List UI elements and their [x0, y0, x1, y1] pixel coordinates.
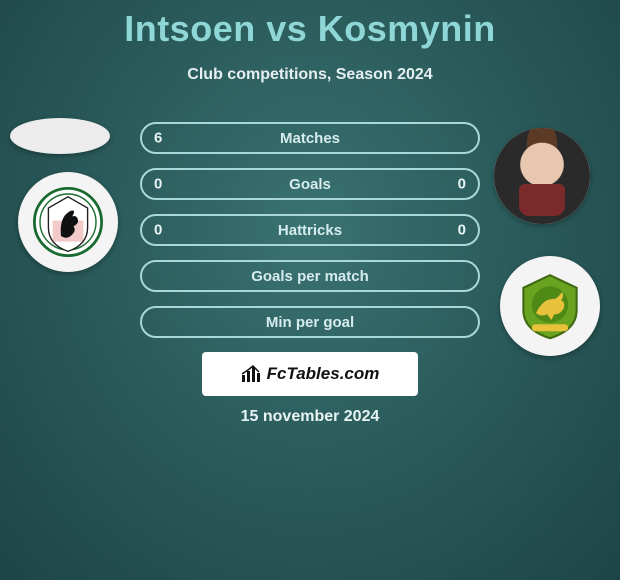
player-left-avatar — [10, 118, 110, 154]
page-subtitle: Club competitions, Season 2024 — [0, 66, 620, 84]
stat-right-value: 0 — [458, 222, 466, 239]
brand-text: FcTables.com — [267, 364, 380, 384]
brand-box: FcTables.com — [202, 352, 418, 396]
date-line: 15 november 2024 — [0, 408, 620, 426]
stat-left-value: 0 — [154, 176, 162, 193]
stat-left-value: 0 — [154, 222, 162, 239]
stat-label: Matches — [280, 130, 340, 147]
player-right-avatar — [494, 128, 590, 224]
stat-label: Hattricks — [278, 222, 342, 239]
stat-left-value: 6 — [154, 130, 162, 147]
club-right-crest — [500, 256, 600, 356]
stat-row-goals-per-match: Goals per match — [140, 260, 480, 292]
player-right-face — [494, 128, 590, 224]
club-left-crest — [18, 172, 118, 272]
stat-label: Goals — [289, 176, 331, 193]
stat-row-goals: 0 Goals 0 — [140, 168, 480, 200]
crest-right-svg — [515, 271, 585, 341]
stat-right-value: 0 — [458, 176, 466, 193]
stat-row-hattricks: 0 Hattricks 0 — [140, 214, 480, 246]
stats-container: 6 Matches 0 Goals 0 0 Hattricks 0 Goals … — [140, 122, 480, 338]
stat-row-matches: 6 Matches — [140, 122, 480, 154]
stat-label: Goals per match — [251, 268, 369, 285]
stat-label: Min per goal — [266, 314, 354, 331]
crest-left-svg — [33, 187, 103, 257]
bar-chart-icon — [241, 365, 263, 383]
page-title: Intsoen vs Kosmynin — [0, 0, 620, 50]
stat-row-min-per-goal: Min per goal — [140, 306, 480, 338]
